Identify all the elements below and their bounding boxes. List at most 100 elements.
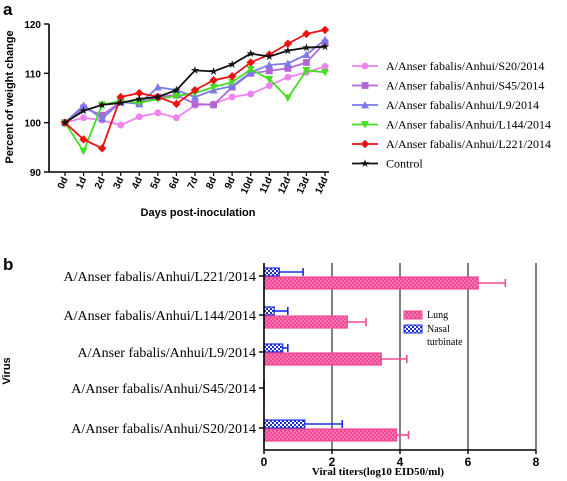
lung-bar-group (263, 352, 408, 366)
data-point (228, 78, 237, 87)
x-tick-label: 3d (112, 176, 127, 191)
legend-label: turbinate (427, 337, 463, 348)
legend-marker (361, 62, 369, 70)
data-point (265, 82, 273, 90)
data-point (302, 50, 311, 58)
legend-entry-lung: Lung (403, 310, 448, 321)
data-point (80, 114, 87, 122)
data-point (79, 106, 88, 115)
data-point (79, 101, 88, 109)
data-point (79, 135, 88, 144)
legend-label: A/Anser fabalis/Anhui/L144/2014 (386, 118, 551, 132)
nasal-bar (263, 306, 275, 316)
data-point (283, 46, 293, 55)
series-4 (60, 25, 330, 153)
data-point (60, 118, 70, 127)
legend-marker (361, 101, 369, 109)
series-line (64, 45, 326, 124)
series-line (64, 68, 326, 154)
x-tick-label: 2 (329, 455, 336, 469)
data-point (191, 100, 199, 108)
panel-b-label: b (3, 255, 13, 274)
category-label: A/Anser fabalis/Anhui/L9/2014 (78, 346, 256, 361)
legend-entry-5: Control (352, 157, 423, 171)
plot-lines (60, 25, 330, 156)
legend-label: A/Anser fabalis/Anhui/L221/2014 (386, 137, 551, 151)
legend-entry-1: A/Anser fabalis/Anhui/S45/2014 (352, 79, 544, 93)
lung-bar (263, 428, 398, 442)
nasal-bar (263, 343, 284, 353)
category-labels: A/Anser fabalis/Anhui/L221/2014 A/Anser f… (64, 270, 264, 437)
data-point (227, 72, 237, 81)
data-point (283, 59, 292, 67)
x-tick-label: 11d (258, 176, 275, 196)
category-label: A/Anser fabalis/Anhui/L221/2014 (64, 270, 256, 285)
y-axis-title: Percent of weight change (4, 30, 16, 163)
data-point (246, 49, 255, 58)
series-line (64, 42, 326, 124)
data-point (210, 101, 217, 109)
data-point (190, 85, 200, 95)
data-point (283, 39, 293, 48)
data-point (135, 94, 144, 103)
data-point (265, 52, 274, 61)
data-point (320, 42, 330, 51)
y-tick-label: 100 (24, 119, 41, 130)
x-tick-label: 2d (93, 176, 108, 191)
data-point (97, 144, 107, 153)
legend: A/Anser fabalis/Anhui/S20/2014 A/Anser fa… (352, 59, 551, 171)
legend: Lung Nasal turbinate (403, 310, 463, 348)
legend-label: Nasal (427, 324, 450, 335)
category-label: A/Anser fabalis/Anhui/S45/2014 (71, 382, 256, 397)
x-tick-label: 5d (149, 176, 164, 191)
legend-marker (360, 139, 370, 149)
data-point (116, 92, 125, 102)
data-point (283, 94, 292, 102)
data-point (265, 60, 274, 69)
data-point (228, 93, 236, 101)
data-point (321, 63, 329, 70)
data-point (154, 109, 162, 117)
y-axis-title-virus: Virus (1, 357, 13, 384)
panel-a: a Percent of weight change Days post-ino… (3, 0, 551, 219)
x-tick-label: 6d (167, 176, 182, 191)
legend-marker (361, 121, 369, 129)
data-point (153, 83, 162, 91)
data-point (173, 114, 180, 122)
data-point (117, 121, 125, 129)
y-tick-label: 90 (30, 168, 42, 179)
panel-b: b Virus Viral titers(log10 EID50/ml) 0 2 4… (1, 255, 540, 478)
data-point (172, 85, 181, 94)
x-tick-label: 10d (239, 176, 256, 196)
data-point (98, 114, 107, 123)
legend-entry-4: A/Anser fabalis/Anhui/L221/2014 (352, 137, 551, 151)
legend-label: A/Anser fabalis/Anhui/L9/2014 (386, 98, 539, 112)
data-point (303, 59, 310, 66)
data-point (97, 100, 107, 109)
x-tick-label: 14d (313, 176, 330, 196)
legend-label: Control (386, 157, 423, 171)
x-tick-label: 9d (223, 176, 238, 191)
x-tick-label: 0d (56, 176, 71, 191)
data-point (79, 147, 88, 156)
data-point (209, 83, 218, 92)
x-tick-label: 4 (397, 455, 404, 469)
lung-bar-group (263, 276, 507, 290)
x-tick-label: 6 (465, 455, 472, 469)
legend-marker (360, 159, 370, 168)
data-point (284, 73, 292, 81)
data-point (116, 98, 125, 107)
legend-marker (361, 82, 369, 89)
nasal-bar-group (263, 267, 304, 277)
data-point (265, 67, 273, 75)
axes: 90 100 110 120 0d 1d 2d 3d 4d 5d 6d 7d 8d 9d 10d 11d 12d… (24, 20, 330, 196)
series-5 (60, 42, 330, 127)
nasal-bar-group (263, 306, 289, 316)
data-point (265, 75, 274, 84)
legend-label: A/Anser fabalis/Anhui/S20/2014 (386, 59, 544, 73)
data-point (321, 68, 329, 77)
data-point (246, 65, 255, 74)
data-point (302, 66, 311, 75)
lung-bar-group (263, 315, 367, 329)
data-point (135, 88, 144, 98)
